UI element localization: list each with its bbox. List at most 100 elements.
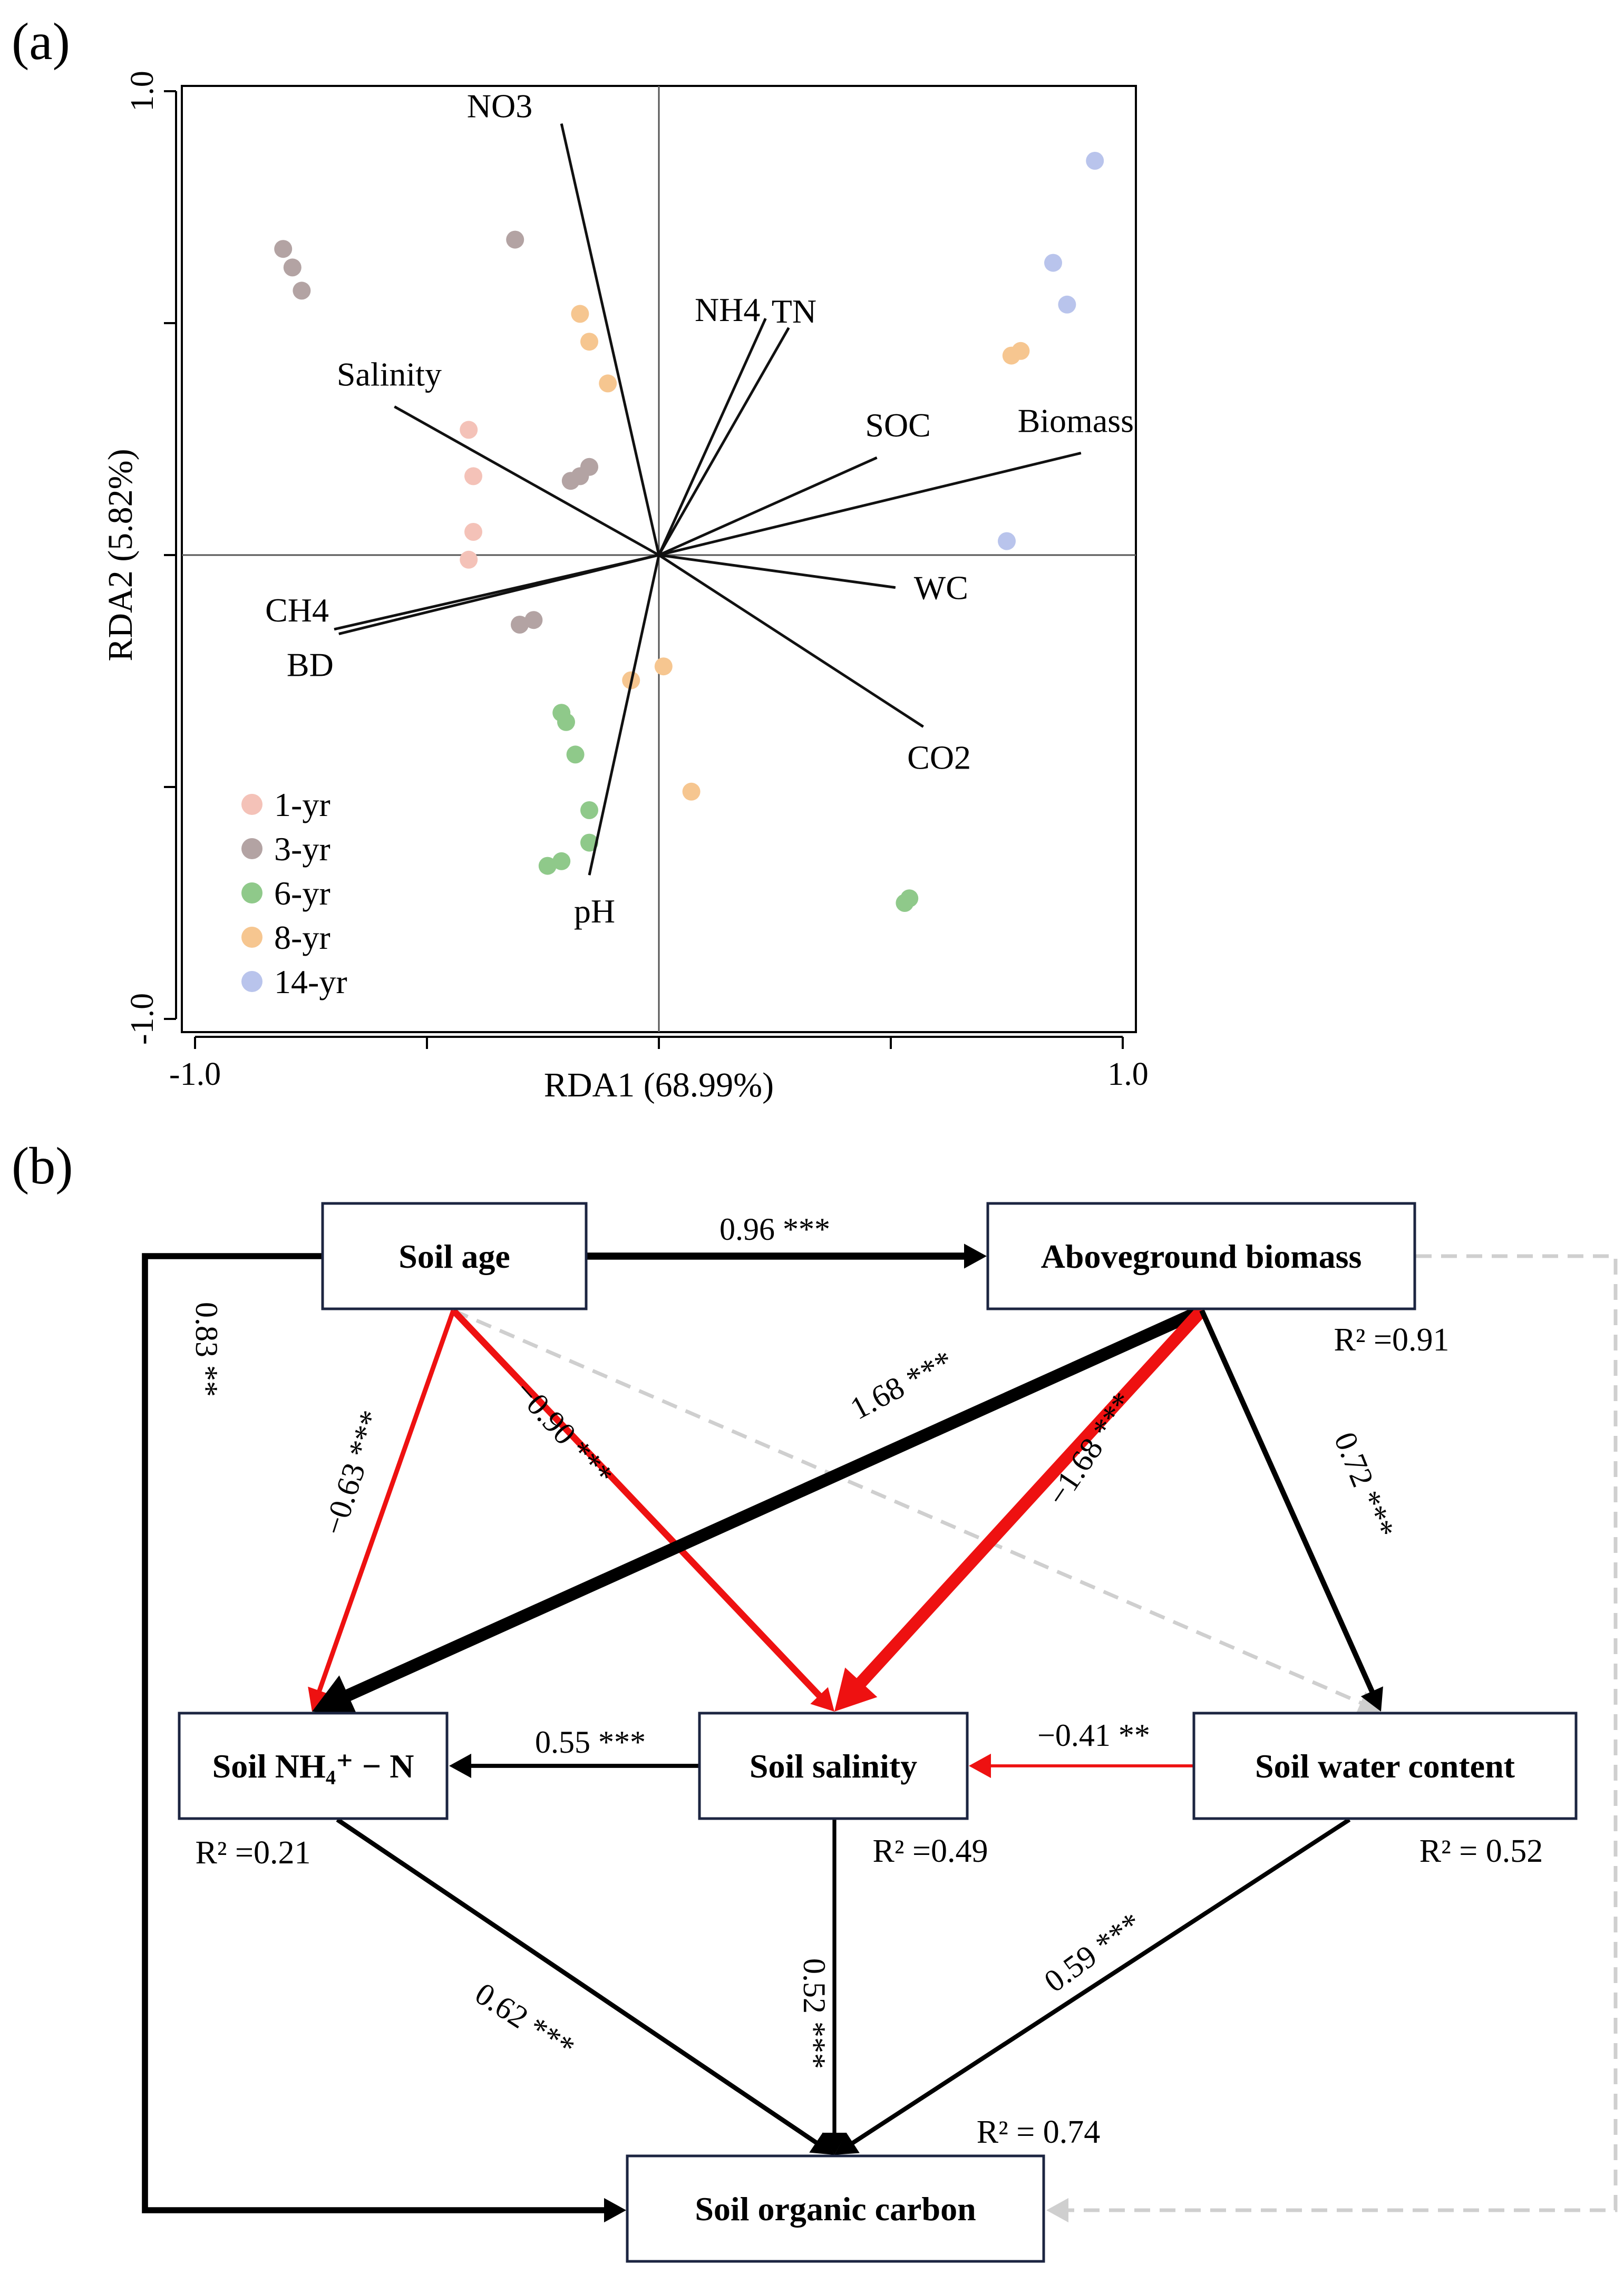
legend-marker-8-yr bbox=[241, 927, 262, 948]
path-age-water-head bbox=[1356, 1692, 1381, 1714]
path-age-nh4 bbox=[316, 1309, 456, 1696]
rda-arrows: NO3 NH4 TN Salinity SOC Biomass WC CH4 BD CO2 pH bbox=[265, 88, 1134, 930]
panel-a-label: (a) bbox=[12, 12, 70, 71]
node-salinity bbox=[698, 1712, 969, 1820]
path-nh4-soc-head bbox=[809, 2132, 834, 2155]
x-tick-label: 1.0 bbox=[1107, 1056, 1149, 1092]
path-label-water-salinity: −0.41 ** bbox=[1037, 1718, 1150, 1753]
path-biomass-nh4 bbox=[338, 1305, 1204, 1704]
path-salinity-soc-head bbox=[822, 2133, 847, 2155]
data-point-14-yr bbox=[1086, 152, 1104, 170]
data-point-8-yr bbox=[580, 333, 598, 351]
arrow-label-soc: SOC bbox=[865, 406, 931, 444]
arrow-label-co2: CO2 bbox=[907, 739, 971, 776]
arrow-label-biomass: Biomass bbox=[1018, 402, 1134, 439]
data-point-8-yr bbox=[654, 657, 673, 676]
r2-label-biomass: R² =0.91 bbox=[1334, 1322, 1450, 1358]
arrow-ph bbox=[588, 555, 660, 876]
node-label-age: Soil age bbox=[398, 1238, 510, 1275]
node-label-water: Soil water content bbox=[1255, 1747, 1515, 1785]
x-axis-title: RDA1 (68.99%) bbox=[544, 1066, 774, 1104]
path-label-age-soc: 0.83 ** bbox=[189, 1302, 224, 1397]
path-age-biomass-head bbox=[964, 1243, 987, 1269]
arrow-salinity bbox=[394, 405, 660, 557]
data-point-14-yr bbox=[1044, 254, 1062, 272]
path-age-soc bbox=[142, 1253, 609, 2213]
data-point-6-yr bbox=[580, 801, 598, 819]
sem-diagram: Soil age Aboveground biomass Soil NH₄⁺ − N… bbox=[142, 1202, 1618, 2263]
data-point-6-yr bbox=[566, 745, 585, 764]
arrow-label-salinity: Salinity bbox=[337, 355, 442, 393]
path-biomass-soc bbox=[1064, 1254, 1618, 2212]
legend-label-6-yr: 6-yr bbox=[274, 874, 330, 912]
data-point-3-yr bbox=[511, 616, 529, 634]
legend-marker-6-yr bbox=[241, 882, 262, 903]
data-point-1-yr bbox=[464, 523, 482, 541]
rda-legend: 1-yr 3-yr 6-yr 8-yr 14-yr bbox=[241, 786, 347, 1000]
data-point-3-yr bbox=[580, 458, 598, 476]
data-point-6-yr bbox=[552, 852, 571, 870]
rda-axes: -1.0 1.0 -1.0 1.0 RDA1 (68.99%) RDA2 (5.82%) bbox=[101, 71, 1149, 1104]
data-point-3-yr bbox=[506, 230, 524, 249]
path-age-nh4-head bbox=[308, 1686, 331, 1712]
legend-marker-1-yr bbox=[241, 794, 262, 815]
data-point-3-yr bbox=[293, 281, 311, 300]
path-label-age-biomass: 0.96 *** bbox=[719, 1212, 830, 1247]
x-tick-label: -1.0 bbox=[169, 1056, 221, 1092]
r2-label-salinity: R² =0.49 bbox=[873, 1833, 988, 1869]
node-water bbox=[1192, 1712, 1578, 1820]
data-point-14-yr bbox=[1058, 295, 1076, 314]
data-point-3-yr bbox=[524, 611, 543, 629]
arrow-label-nh4: NH4 bbox=[695, 291, 760, 328]
data-point-6-yr bbox=[900, 889, 919, 908]
path-biomass-nh4-head bbox=[312, 1675, 357, 1715]
arrow-soc bbox=[658, 456, 878, 557]
y-tick-label: -1.0 bbox=[124, 993, 160, 1045]
path-label-biomass-nh4: 1.68 *** bbox=[844, 1344, 958, 1426]
path-label-biomass-salinity: −1.68 *** bbox=[1040, 1386, 1141, 1512]
node-age bbox=[321, 1202, 588, 1310]
arrow-wc bbox=[658, 553, 896, 589]
node-soc bbox=[626, 2154, 1045, 2263]
node-label-biomass: Aboveground biomass bbox=[1041, 1238, 1362, 1275]
path-age-salinity bbox=[451, 1308, 825, 1701]
r2-label-nh4: R² =0.21 bbox=[196, 1835, 311, 1871]
path-biomass-salinity bbox=[851, 1306, 1207, 1693]
legend-label-1-yr: 1-yr bbox=[274, 786, 330, 823]
legend-label-14-yr: 14-yr bbox=[274, 963, 347, 1000]
arrow-label-wc: WC bbox=[914, 569, 968, 607]
node-label-salinity: Soil salinity bbox=[750, 1747, 917, 1785]
arrow-co2 bbox=[658, 553, 924, 728]
arrow-bd bbox=[338, 553, 659, 636]
data-point-3-yr bbox=[283, 258, 302, 277]
sem-paths bbox=[142, 1243, 1618, 2223]
arrow-tn bbox=[657, 327, 790, 556]
data-point-8-yr bbox=[599, 374, 617, 393]
data-point-6-yr bbox=[557, 713, 575, 731]
data-point-8-yr bbox=[682, 782, 701, 801]
path-nh4-soc bbox=[336, 1818, 821, 2147]
node-label-nh4: Soil NH₄⁺ − N bbox=[212, 1747, 414, 1785]
data-point-1-yr bbox=[460, 421, 478, 439]
path-label-age-salinity: −0.90 *** bbox=[508, 1374, 620, 1492]
data-point-6-yr bbox=[580, 833, 598, 852]
panel-b-label: (b) bbox=[12, 1136, 73, 1195]
data-point-6-yr bbox=[538, 857, 557, 875]
path-age-soc-head bbox=[604, 2198, 626, 2223]
rda-points bbox=[274, 152, 1104, 912]
path-age-water bbox=[452, 1308, 1366, 1706]
path-biomass-water-head bbox=[1360, 1686, 1383, 1712]
legend-marker-14-yr bbox=[241, 971, 262, 992]
path-water-soc bbox=[848, 1818, 1351, 2147]
arrow-label-ph: pH bbox=[574, 892, 615, 930]
data-point-1-yr bbox=[460, 550, 478, 569]
node-nh4 bbox=[178, 1712, 449, 1820]
path-label-salinity-nh4: 0.55 *** bbox=[535, 1725, 646, 1760]
path-water-soc-head bbox=[834, 2132, 860, 2155]
y-axis-title: RDA2 (5.82%) bbox=[101, 449, 140, 661]
data-point-8-yr bbox=[1012, 342, 1030, 360]
arrow-label-no3: NO3 bbox=[467, 88, 532, 125]
path-biomass-soc-head bbox=[1046, 2198, 1068, 2223]
sem-nodes: Soil age Aboveground biomass Soil NH₄⁺ − N… bbox=[178, 1202, 1578, 2263]
